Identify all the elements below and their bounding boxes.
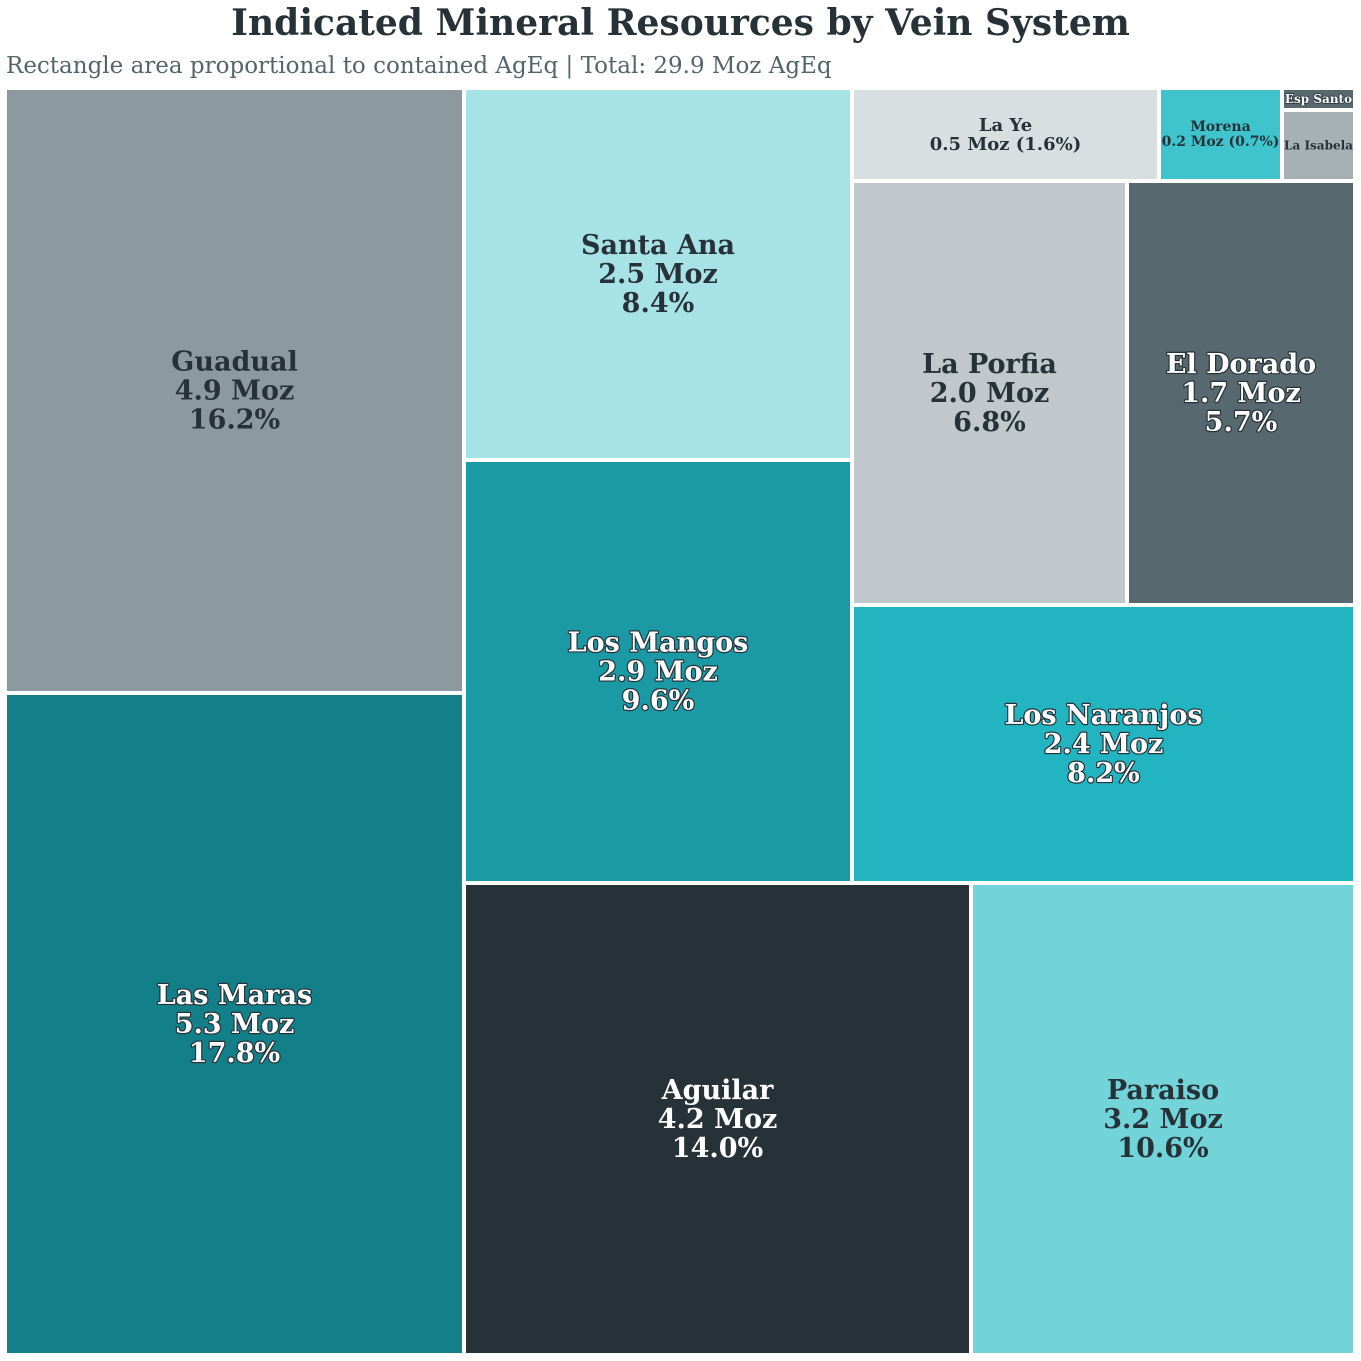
tile-label-line-los-naranjos-1: 2.4 Moz: [1044, 729, 1164, 760]
tile-label-line-guadual-0: Guadual: [171, 346, 297, 377]
tile-label-line-guadual-2: 16.2%: [189, 404, 280, 435]
tile-label-line-las-maras-0: Las Maras: [157, 979, 312, 1010]
tile-label-la-ye: La Ye 0.5 Moz (1.6%): [930, 114, 1081, 154]
tile-label-line-las-maras-1: 5.3 Moz: [175, 1009, 295, 1040]
tile-las-maras: [7, 695, 462, 1353]
tile-morena: [1161, 90, 1280, 179]
tile-label-line-la-ye-1: 0.5 Moz (1.6%): [930, 134, 1081, 155]
tile-label-line-santa-ana-0: Santa Ana: [581, 229, 735, 260]
tile-label-line-la-porfia-1: 2.0 Moz: [930, 378, 1050, 409]
tile-los-naranjos: [854, 607, 1353, 881]
tile-label-el-dorado: El Dorado 1.7 Moz 5.7%: [1166, 348, 1316, 437]
tile-label-morena: Morena 0.2 Moz (0.7%): [1162, 119, 1280, 150]
tile-label-line-el-dorado-1: 1.7 Moz: [1181, 378, 1301, 409]
tile-label-la-porfia: La Porfia 2.0 Moz 6.8%: [922, 348, 1057, 437]
tile-label-line-las-maras-2: 17.8%: [189, 1038, 280, 1069]
tile-label-line-esp-santo-0: Esp Santo: [1285, 92, 1352, 106]
tile-label-line-la-ye-0: La Ye: [979, 114, 1032, 135]
tile-label-line-los-mangos-0: Los Mangos: [568, 627, 749, 658]
tile-label-line-santa-ana-2: 8.4%: [622, 288, 695, 319]
tile-label-line-el-dorado-0: El Dorado: [1166, 348, 1316, 379]
tile-label-los-mangos: Los Mangos 2.9 Moz 9.6%: [568, 627, 749, 716]
tile-label-line-santa-ana-1: 2.5 Moz: [598, 259, 718, 290]
tile-paraiso: [973, 885, 1353, 1353]
tile-label-line-los-mangos-2: 9.6%: [622, 685, 695, 716]
tile-label-la-isabela: La Isabela: [1284, 139, 1353, 153]
tile-label-guadual: Guadual 4.9 Moz 16.2%: [171, 346, 297, 435]
tile-label-line-la-porfia-0: La Porfia: [922, 348, 1057, 379]
tile-label-line-el-dorado-2: 5.7%: [1205, 407, 1278, 438]
tile-label-santa-ana: Santa Ana 2.5 Moz 8.4%: [581, 229, 735, 318]
tile-label-line-los-naranjos-2: 8.2%: [1067, 758, 1140, 789]
tile-label-line-aguilar-1: 4.2 Moz: [658, 1104, 778, 1135]
tile-esp-santo: [1284, 90, 1353, 108]
tile-label-aguilar: Aguilar 4.2 Moz 14.0%: [658, 1074, 778, 1163]
tile-label-line-paraiso-1: 3.2 Moz: [1103, 1104, 1223, 1135]
tile-label-line-paraiso-2: 10.6%: [1117, 1133, 1208, 1164]
tile-aguilar: [466, 885, 969, 1353]
tile-el-dorado: [1129, 183, 1353, 603]
tile-label-line-los-mangos-1: 2.9 Moz: [598, 656, 718, 687]
tile-label-paraiso: Paraiso 3.2 Moz 10.6%: [1103, 1074, 1223, 1163]
tile-label-las-maras: Las Maras 5.3 Moz 17.8%: [157, 979, 312, 1068]
chart-title: Indicated Mineral Resources by Vein Syst…: [231, 2, 1130, 44]
tile-label-line-aguilar-0: Aguilar: [661, 1074, 774, 1105]
tile-label-line-la-porfia-2: 6.8%: [953, 407, 1026, 438]
tile-la-isabela: [1284, 112, 1353, 179]
tile-label-line-los-naranjos-0: Los Naranjos: [1004, 699, 1202, 730]
tile-label-line-paraiso-0: Paraiso: [1107, 1074, 1219, 1105]
tile-label-line-guadual-1: 4.9 Moz: [175, 375, 295, 406]
chart-subtitle: Rectangle area proportional to contained…: [6, 53, 832, 79]
tile-label-line-la-isabela-0: La Isabela: [1284, 139, 1353, 153]
tile-label-line-morena-0: Morena: [1190, 119, 1250, 135]
tile-la-ye: [854, 90, 1157, 179]
tile-guadual: [7, 90, 462, 691]
tile-los-mangos: [466, 462, 850, 881]
tile-label-los-naranjos: Los Naranjos 2.4 Moz 8.2%: [1004, 699, 1202, 788]
tile-label-esp-santo: Esp Santo: [1285, 92, 1352, 106]
tile-santa-ana: [466, 90, 850, 458]
tile-label-line-morena-1: 0.2 Moz (0.7%): [1162, 134, 1280, 150]
tile-label-line-aguilar-2: 14.0%: [672, 1133, 763, 1164]
tile-la-porfia: [854, 183, 1125, 603]
